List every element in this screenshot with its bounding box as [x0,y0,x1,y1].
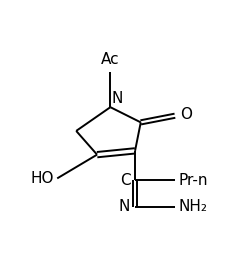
Text: N: N [119,199,130,214]
Text: C: C [120,173,130,188]
Text: NH₂: NH₂ [179,199,208,214]
Text: Ac: Ac [101,52,120,67]
Text: Pr-n: Pr-n [179,173,208,188]
Text: N: N [111,91,123,106]
Text: HO: HO [31,171,54,186]
Text: O: O [180,107,192,122]
